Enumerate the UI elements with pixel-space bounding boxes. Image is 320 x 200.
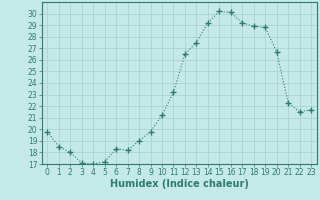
X-axis label: Humidex (Indice chaleur): Humidex (Indice chaleur) <box>110 179 249 189</box>
